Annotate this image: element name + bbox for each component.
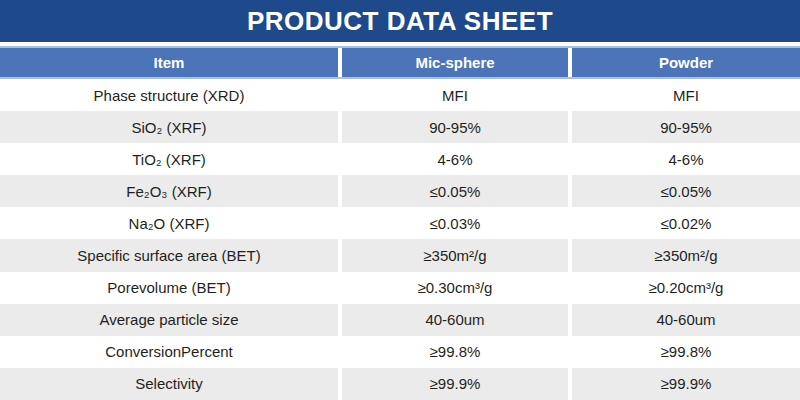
item-cell: SiO₂ (XRF) [0, 111, 338, 143]
item-cell: Average particle size [0, 304, 338, 336]
item-cell: Fe₂O₃ (XRF) [0, 175, 338, 207]
powder-cell: ≥350m²/g [572, 239, 800, 271]
item-cell: Specific surface area (BET) [0, 239, 338, 271]
mic-sphere-cell: ≥0.30cm³/g [342, 272, 568, 304]
table-row: Phase structure (XRD) MFI MFI [0, 79, 800, 111]
powder-cell: ≤0.02% [572, 207, 800, 239]
mic-sphere-cell: ≥99.9% [342, 368, 568, 400]
table-row: SiO₂ (XRF) 90-95% 90-95% [0, 111, 800, 143]
table-row: Selectivity ≥99.9% ≥99.9% [0, 368, 800, 400]
table-row: Na₂O (XRF) ≤0.03% ≤0.02% [0, 207, 800, 239]
powder-cell: MFI [572, 79, 800, 111]
powder-cell: ≤0.05% [572, 175, 800, 207]
powder-cell: ≥99.9% [572, 368, 800, 400]
mic-sphere-cell: ≤0.03% [342, 207, 568, 239]
powder-cell: 40-60um [572, 304, 800, 336]
mic-sphere-cell: ≤0.05% [342, 175, 568, 207]
item-cell: Na₂O (XRF) [0, 207, 338, 239]
mic-sphere-cell: 90-95% [342, 111, 568, 143]
table-header-row: Item Mic-sphere Powder [0, 46, 800, 79]
table-row: Fe₂O₃ (XRF) ≤0.05% ≤0.05% [0, 175, 800, 207]
powder-cell: ≥0.20cm³/g [572, 272, 800, 304]
mic-sphere-cell: 4-6% [342, 143, 568, 175]
mic-sphere-cell: ≥99.8% [342, 336, 568, 368]
table-row: Specific surface area (BET) ≥350m²/g ≥35… [0, 239, 800, 271]
item-cell: ConversionPercent [0, 336, 338, 368]
item-cell: Phase structure (XRD) [0, 79, 338, 111]
table-row: TiO₂ (XRF) 4-6% 4-6% [0, 143, 800, 175]
item-cell: TiO₂ (XRF) [0, 143, 338, 175]
powder-cell: 4-6% [572, 143, 800, 175]
mic-sphere-cell: MFI [342, 79, 568, 111]
powder-cell: 90-95% [572, 111, 800, 143]
table-row: Average particle size 40-60um 40-60um [0, 304, 800, 336]
title-banner: PRODUCT DATA SHEET [0, 0, 800, 42]
table-row: Porevolume (BET) ≥0.30cm³/g ≥0.20cm³/g [0, 272, 800, 304]
product-data-sheet: PRODUCT DATA SHEET Item Mic-sphere Powde… [0, 0, 800, 400]
powder-cell: ≥99.8% [572, 336, 800, 368]
mic-sphere-cell: ≥350m²/g [342, 239, 568, 271]
column-header-item: Item [0, 48, 338, 77]
table-body: Phase structure (XRD) MFI MFI SiO₂ (XRF)… [0, 79, 800, 400]
table-row: ConversionPercent ≥99.8% ≥99.8% [0, 336, 800, 368]
item-cell: Porevolume (BET) [0, 272, 338, 304]
item-cell: Selectivity [0, 368, 338, 400]
column-header-mic-sphere: Mic-sphere [342, 48, 568, 77]
column-header-powder: Powder [572, 48, 800, 77]
page-title: PRODUCT DATA SHEET [247, 8, 553, 34]
mic-sphere-cell: 40-60um [342, 304, 568, 336]
